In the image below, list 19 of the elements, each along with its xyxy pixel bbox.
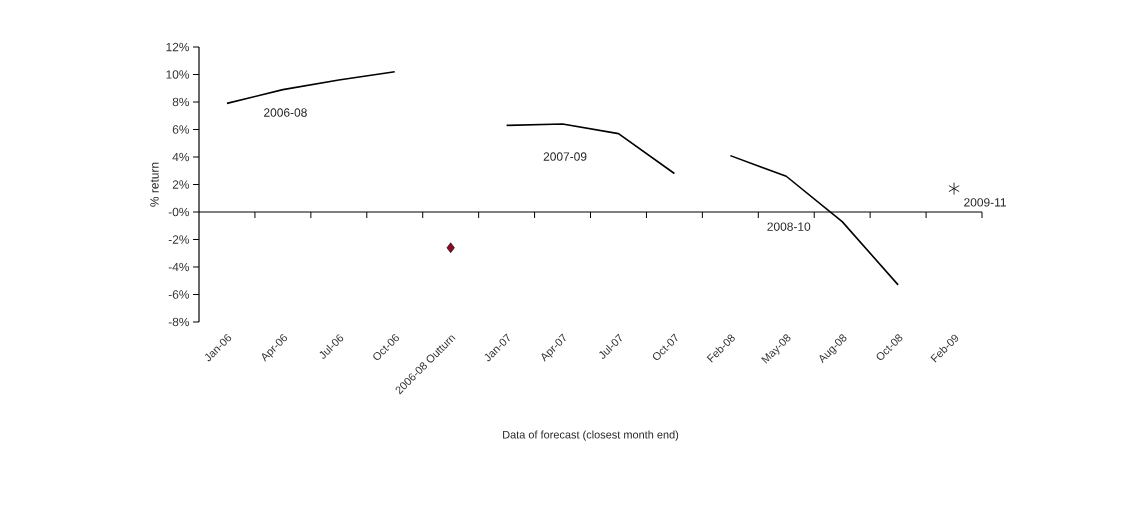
line-series: [505, 123, 676, 175]
x-axis-title: Data of forecast (closest month end): [503, 430, 679, 441]
y-tick-label: -4%: [168, 262, 190, 272]
line-series: [226, 70, 396, 105]
legend-label: 2008-10: [767, 222, 811, 231]
y-tick-label: 8%: [172, 97, 190, 107]
y-tick-label: 10%: [166, 70, 190, 79]
y-tick-label: 12%: [166, 42, 190, 52]
y-tick-label: -6%: [168, 290, 190, 299]
y-tick-label: -0%: [168, 207, 190, 217]
y-tick-label: 4%: [172, 152, 190, 162]
y-tick-label: 6%: [172, 125, 190, 134]
y-axis-title: % return: [150, 162, 159, 207]
y-tick-label: -8%: [168, 317, 190, 327]
y-tick-label: -2%: [168, 235, 190, 244]
series-label: 2009-11: [964, 198, 1006, 207]
y-tick-label: 2%: [172, 180, 190, 189]
series-label: 2006-08: [264, 108, 307, 117]
series-label: 2007-09: [543, 152, 587, 161]
